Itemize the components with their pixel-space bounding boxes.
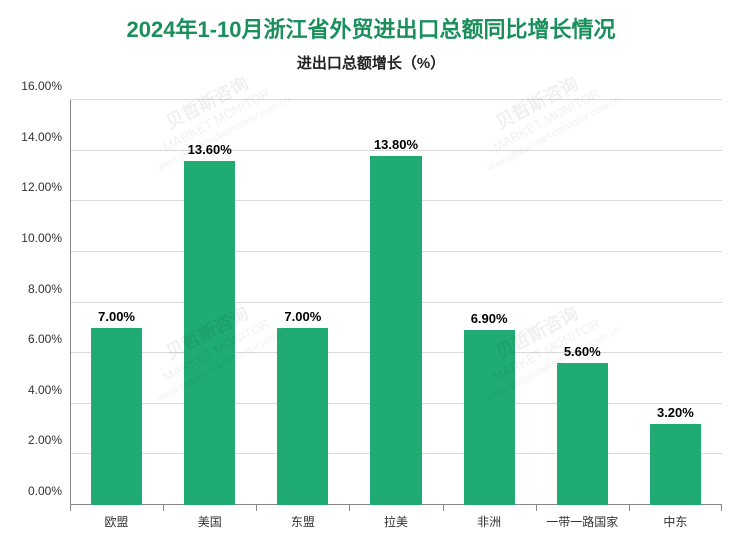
bar-value-label: 6.90% — [471, 311, 508, 330]
x-tick-mark — [629, 505, 630, 511]
x-tick-mark — [70, 505, 71, 511]
x-tick-label: 非洲 — [477, 505, 501, 530]
bar-value-label: 5.60% — [564, 344, 601, 363]
x-tick-mark — [349, 505, 350, 511]
bar: 5.60% — [557, 363, 608, 505]
y-tick-label: 16.00% — [21, 79, 70, 93]
x-tick-label: 一带一路国家 — [546, 505, 618, 530]
bar: 7.00% — [91, 328, 142, 505]
chart-subtitle: 进出口总额增长（%） — [0, 48, 742, 87]
y-tick-label: 12.00% — [21, 180, 70, 194]
y-tick-label: 6.00% — [28, 332, 70, 346]
bar: 13.60% — [184, 161, 235, 505]
bar-value-label: 13.60% — [188, 142, 232, 161]
x-tick-label: 拉美 — [384, 505, 408, 530]
x-tick-label: 欧盟 — [105, 505, 129, 530]
y-tick-label: 2.00% — [28, 433, 70, 447]
bar-value-label: 3.20% — [657, 405, 694, 424]
x-tick-mark — [536, 505, 537, 511]
bar: 3.20% — [650, 424, 701, 505]
x-tick-mark — [443, 505, 444, 511]
bar-value-label: 13.80% — [374, 137, 418, 156]
bar-value-label: 7.00% — [98, 309, 135, 328]
bar-slot: 3.20%中东 — [629, 100, 722, 505]
bar: 6.90% — [464, 330, 515, 505]
x-tick-label: 东盟 — [291, 505, 315, 530]
x-tick-mark — [163, 505, 164, 511]
y-tick-label: 4.00% — [28, 383, 70, 397]
bar-slot: 5.60%一带一路国家 — [536, 100, 629, 505]
bar-slot: 13.80%拉美 — [349, 100, 442, 505]
y-tick-label: 0.00% — [28, 484, 70, 498]
bar-slot: 13.60%美国 — [163, 100, 256, 505]
bar: 7.00% — [277, 328, 328, 505]
plot-area: 0.00%2.00%4.00%6.00%8.00%10.00%12.00%14.… — [70, 100, 722, 505]
x-tick-label: 中东 — [663, 505, 687, 530]
bar-value-label: 7.00% — [284, 309, 321, 328]
y-tick-label: 14.00% — [21, 130, 70, 144]
y-tick-label: 8.00% — [28, 282, 70, 296]
chart-title: 2024年1-10月浙江省外贸进出口总额同比增长情况 — [0, 0, 742, 48]
x-tick-label: 美国 — [198, 505, 222, 530]
bar: 13.80% — [370, 156, 421, 505]
bar-slot: 7.00%欧盟 — [70, 100, 163, 505]
bar-slot: 6.90%非洲 — [443, 100, 536, 505]
x-tick-mark — [256, 505, 257, 511]
x-tick-mark — [721, 505, 722, 511]
bar-slot: 7.00%东盟 — [256, 100, 349, 505]
y-tick-label: 10.00% — [21, 231, 70, 245]
bars-container: 7.00%欧盟13.60%美国7.00%东盟13.80%拉美6.90%非洲5.6… — [70, 100, 722, 505]
